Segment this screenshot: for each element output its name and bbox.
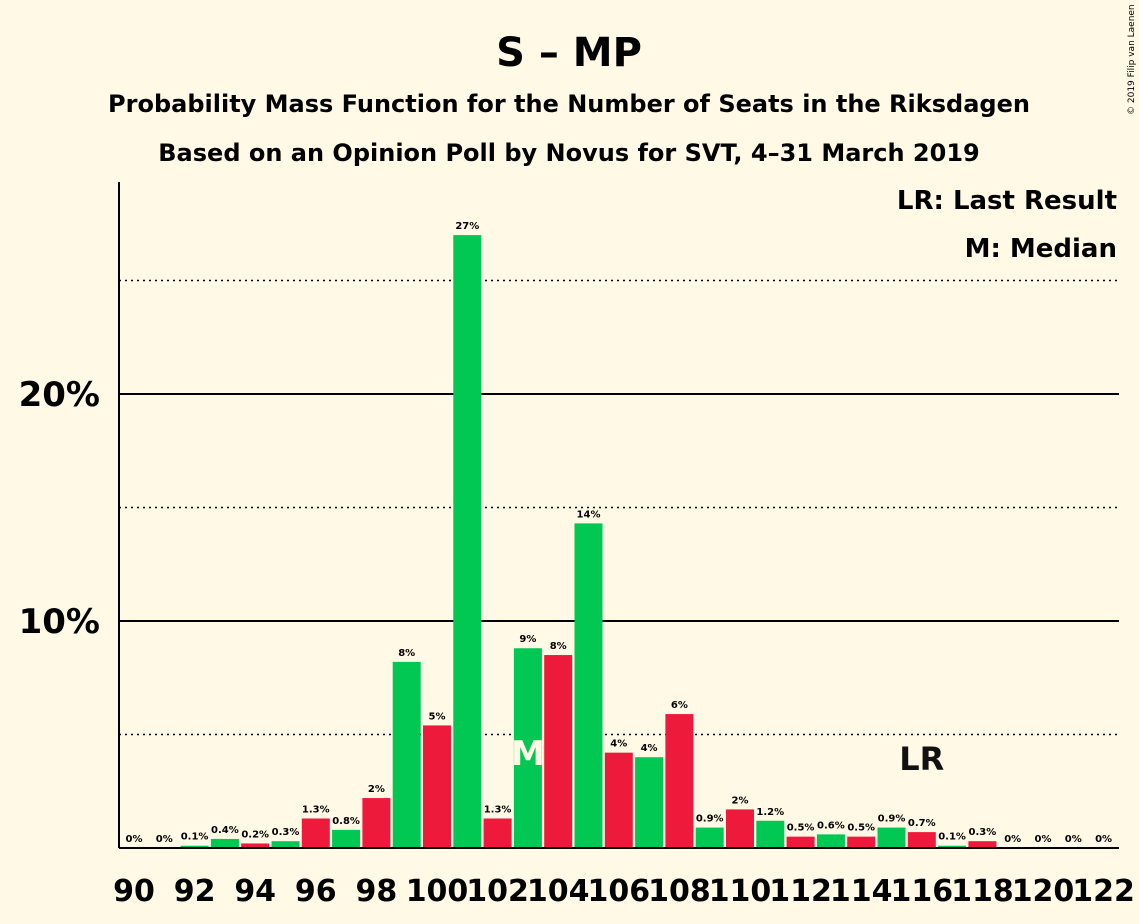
y-tick-10: 10%: [19, 602, 100, 642]
bar-label-91: 0%: [156, 834, 173, 845]
bar-label-109: 0.9%: [696, 814, 724, 825]
bar-117: [938, 845, 967, 848]
x-axis: 90 92 94 96 98 100102104106108110112114116118…: [113, 847, 1135, 909]
bar-label-116: 0.7%: [908, 818, 936, 829]
bars: [180, 235, 997, 849]
bar-label-108: 6%: [671, 700, 688, 711]
x-tick-108: 108: [648, 874, 711, 909]
bar-label-122: 0%: [1095, 834, 1112, 845]
bar-116: [907, 832, 936, 848]
bar-94: [241, 843, 270, 848]
bar-label-92: 0.1%: [181, 832, 209, 843]
x-tick-96: 96: [295, 874, 337, 909]
bar-label-98: 2%: [368, 784, 385, 795]
bar-102: [483, 818, 512, 848]
bar-114: [847, 836, 876, 848]
bar-label-119: 0%: [1004, 834, 1021, 845]
bar-label-121: 0%: [1065, 834, 1082, 845]
bar-label-103: 9%: [519, 634, 536, 645]
bar-98: [362, 798, 391, 848]
bar-100: [423, 725, 451, 848]
bar-label-90: 0%: [126, 834, 143, 845]
bar-label-120: 0%: [1035, 834, 1052, 845]
median-marker: M: [511, 734, 545, 774]
bar-115: [877, 827, 906, 848]
bar-99: [392, 661, 421, 848]
bar-label-102: 1.3%: [484, 804, 512, 815]
gridlines: [119, 279, 1119, 736]
bar-105: [574, 523, 603, 848]
bar-106: [604, 752, 633, 848]
bar-label-118: 0.3%: [969, 827, 997, 838]
bar-label-113: 0.6%: [817, 820, 845, 831]
x-tick-122: 122: [1072, 874, 1135, 909]
legend-median: M: Median: [965, 234, 1117, 264]
bar-111: [756, 820, 785, 848]
x-tick-114: 114: [830, 874, 893, 909]
chart-subtitle-1: Probability Mass Function for the Number…: [108, 90, 1030, 118]
bar-113: [816, 834, 845, 848]
x-tick-94: 94: [234, 874, 276, 909]
legend-last-result: LR: Last Result: [897, 186, 1117, 216]
bar-label-114: 0.5%: [847, 823, 875, 834]
x-tick-90: 90: [113, 874, 155, 909]
bar-label-94: 0.2%: [241, 829, 269, 840]
bar-107: [635, 757, 664, 848]
x-tick-102: 102: [466, 874, 529, 909]
x-tick-112: 112: [769, 874, 832, 909]
y-axis: 10% 20%: [19, 182, 120, 848]
bar-label-112: 0.5%: [787, 823, 815, 834]
bar-95: [271, 841, 300, 848]
bar-101: [453, 235, 482, 849]
y-tick-20: 20%: [19, 375, 100, 415]
bar-109: [695, 827, 724, 848]
bar-108: [665, 714, 694, 848]
bar-label-107: 4%: [641, 743, 658, 754]
bar-104: [544, 655, 573, 848]
bar-110: [726, 809, 754, 848]
bar-97: [332, 829, 361, 848]
bar-label-97: 0.8%: [332, 816, 360, 827]
copyright-note: © 2019 Filip van Laenen: [1127, 4, 1137, 115]
bar-112: [786, 836, 815, 848]
bar-label-117: 0.1%: [938, 832, 966, 843]
x-tick-116: 116: [890, 874, 953, 909]
bar-label-95: 0.3%: [272, 827, 300, 838]
bar-label-111: 1.2%: [756, 807, 784, 818]
bar-label-100: 5%: [429, 711, 446, 722]
bar-92: [180, 845, 209, 848]
x-tick-104: 104: [527, 874, 590, 909]
bar-label-110: 2%: [732, 795, 749, 806]
bar-label-101: 27%: [455, 221, 479, 232]
bar-label-99: 8%: [398, 648, 415, 659]
chart-title: S – MP: [496, 30, 642, 76]
x-tick-110: 110: [709, 874, 772, 909]
bar-label-105: 14%: [577, 509, 601, 520]
bar-103: [513, 648, 542, 848]
x-tick-120: 120: [1012, 874, 1075, 909]
bar-labels: 0% 0% 0.1%0.4% 0.2% 0.3%1.3%0.8%2%8%5%27%1.3…: [126, 221, 1113, 845]
x-tick-92: 92: [174, 874, 216, 909]
last-result-marker: LR: [899, 740, 944, 778]
bar-96: [301, 818, 330, 848]
bar-label-93: 0.4%: [211, 825, 239, 836]
bar-label-115: 0.9%: [878, 814, 906, 825]
x-tick-118: 118: [951, 874, 1014, 909]
chart-subtitle-2: Based on an Opinion Poll by Novus for SV…: [158, 139, 979, 167]
x-tick-106: 106: [587, 874, 650, 909]
bar-93: [210, 838, 239, 848]
bar-label-96: 1.3%: [302, 804, 330, 815]
x-tick-98: 98: [356, 874, 398, 909]
x-tick-100: 100: [406, 874, 469, 909]
bar-118: [968, 841, 997, 848]
bar-label-104: 8%: [550, 641, 567, 652]
bar-label-106: 4%: [610, 739, 627, 750]
